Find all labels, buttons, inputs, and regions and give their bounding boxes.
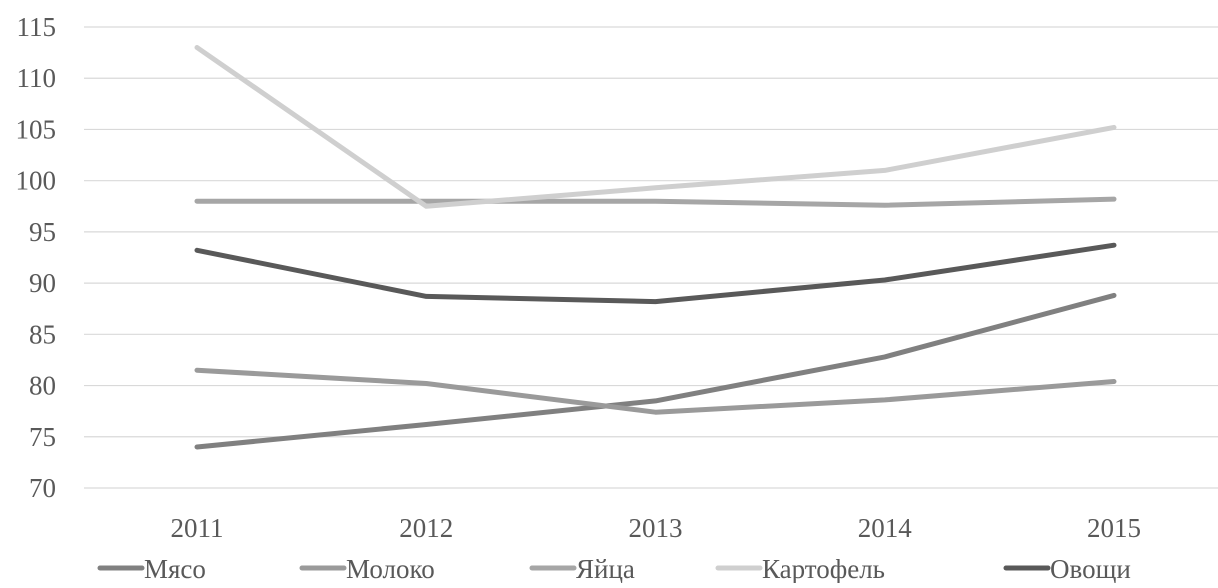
- x-tick-label-2014: 2014: [858, 513, 913, 543]
- y-tick-label-110: 110: [17, 63, 57, 93]
- x-tick-label-2012: 2012: [399, 513, 453, 543]
- series-line-2: [194, 367, 1117, 415]
- y-tick-label-90: 90: [29, 268, 56, 298]
- x-tick-label-2011: 2011: [171, 513, 224, 543]
- legend-label-1: Мясо: [144, 554, 206, 583]
- legend: Мясо Молоко Яйца Картофель Овощи: [97, 554, 1131, 584]
- legend-label-2: Молоко: [346, 554, 435, 583]
- series-line-5: [194, 242, 1117, 305]
- x-tick-label-2015: 2015: [1087, 513, 1141, 543]
- y-tick-label-95: 95: [29, 217, 56, 247]
- legend-label-3: Яйца: [576, 554, 635, 583]
- legend-label-4: Картофель: [762, 554, 885, 583]
- y-tick-label-115: 115: [17, 12, 57, 42]
- legend-label-5: Овощи: [1050, 554, 1131, 583]
- series-line-3: [194, 196, 1117, 208]
- x-axis-ticks: 2011 2012 2013 2014 2015: [171, 513, 1142, 543]
- series-line-1: [194, 292, 1117, 450]
- y-tick-label-85: 85: [29, 319, 56, 349]
- series-lines: [194, 45, 1117, 450]
- y-tick-label-100: 100: [16, 166, 57, 196]
- x-tick-label-2013: 2013: [629, 513, 683, 543]
- y-tick-label-75: 75: [29, 422, 56, 452]
- y-tick-label-80: 80: [29, 371, 56, 401]
- y-tick-label-105: 105: [16, 114, 57, 144]
- series-line-4: [194, 45, 1117, 209]
- y-tick-label-70: 70: [29, 473, 56, 503]
- gridlines: [84, 26, 1218, 489]
- y-axis-ticks: 70 75 80 85 90 95 100 105 110 115: [16, 12, 57, 503]
